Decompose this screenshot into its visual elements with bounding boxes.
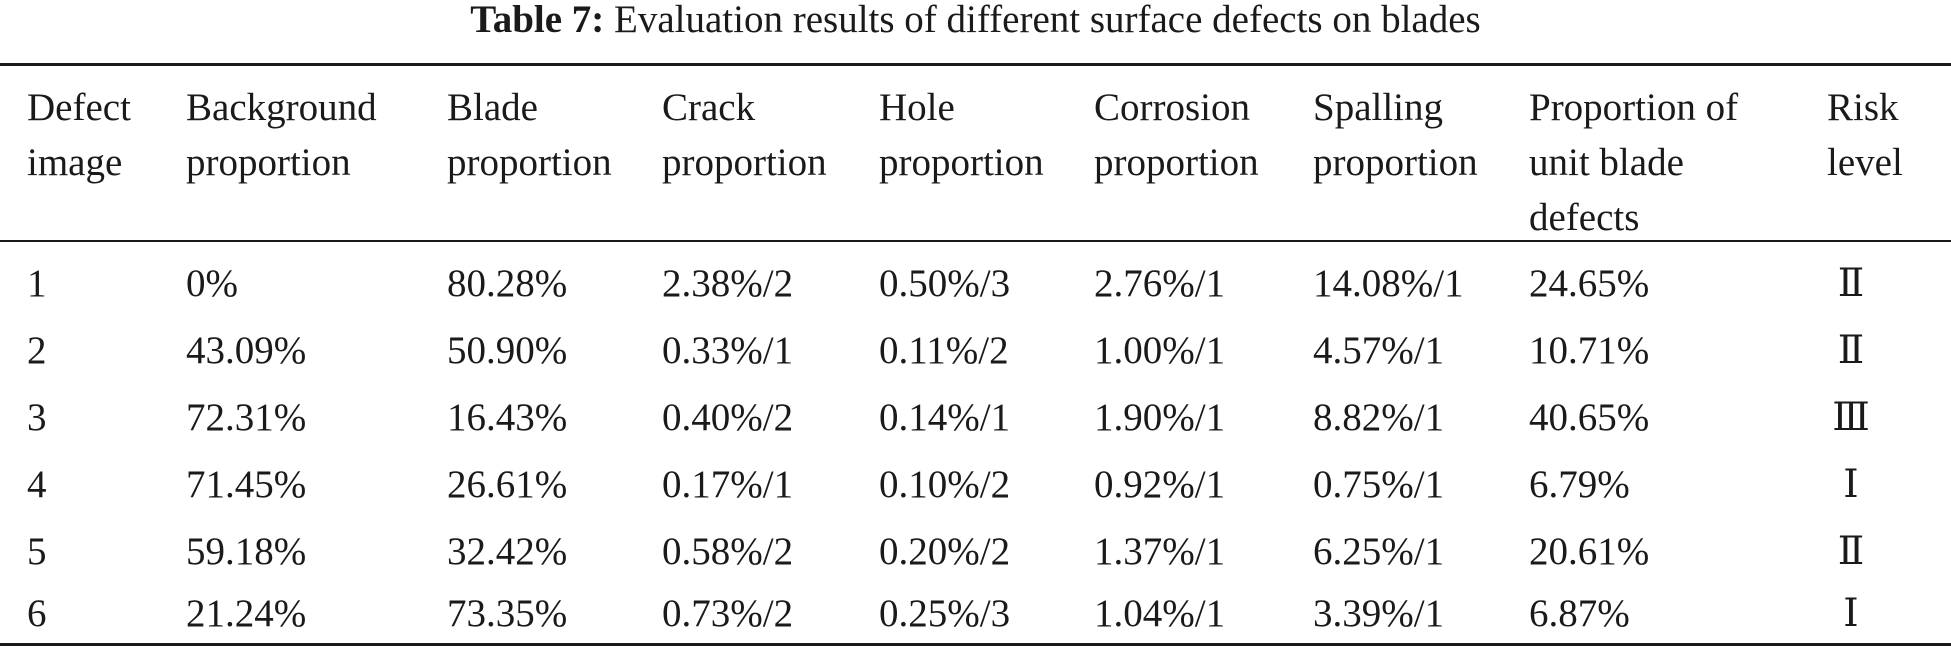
cell-blade-proportion: 73.35% [447,592,568,635]
cell-crack-proportion: 0.33%/1 [662,329,794,372]
table-row: 1 0% 80.28% 2.38%/2 0.50%/3 2.76%/1 14.0… [0,250,1951,317]
cell-corrosion-proportion: 1.04%/1 [1094,592,1226,635]
cell-corrosion-proportion: 1.37%/1 [1094,530,1226,573]
cell-unit-blade-defects: 10.71% [1529,329,1650,372]
cell-background-proportion: 43.09% [186,329,307,372]
header-rule [0,240,1951,242]
cell-risk-level: Ⅰ [1843,462,1859,507]
cell-risk-level: Ⅱ [1837,529,1865,574]
cell-background-proportion: 0% [186,262,238,305]
cell-hole-proportion: 0.14%/1 [879,396,1011,439]
cell-defect-image: 6 [27,592,47,635]
cell-defect-image: 2 [27,329,47,372]
cell-risk-level: Ⅱ [1837,261,1865,306]
column-header-hole-proportion: Hole proportion [879,86,1044,184]
cell-background-proportion: 21.24% [186,592,307,635]
cell-corrosion-proportion: 0.92%/1 [1094,463,1226,506]
cell-hole-proportion: 0.10%/2 [879,463,1011,506]
cell-unit-blade-defects: 24.65% [1529,262,1650,305]
cell-unit-blade-defects: 40.65% [1529,396,1650,439]
column-header-background-proportion: Background proportion [186,86,377,184]
column-header-corrosion-proportion: Corrosion proportion [1094,86,1259,184]
bottom-rule [0,643,1951,646]
table-title: Evaluation results of different surface … [614,0,1481,41]
cell-spalling-proportion: 6.25%/1 [1313,530,1445,573]
column-header-unit-blade-defects: Proportion of unit blade defects [1529,86,1739,239]
cell-hole-proportion: 0.25%/3 [879,592,1011,635]
cell-spalling-proportion: 0.75%/1 [1313,463,1445,506]
cell-background-proportion: 59.18% [186,530,307,573]
cell-blade-proportion: 26.61% [447,463,568,506]
cell-risk-level: Ⅰ [1843,591,1859,636]
cell-spalling-proportion: 8.82%/1 [1313,396,1445,439]
cell-blade-proportion: 50.90% [447,329,568,372]
cell-hole-proportion: 0.50%/3 [879,262,1011,305]
cell-crack-proportion: 2.38%/2 [662,262,794,305]
cell-spalling-proportion: 3.39%/1 [1313,592,1445,635]
table-row: 6 21.24% 73.35% 0.73%/2 0.25%/3 1.04%/1 … [0,580,1951,647]
cell-crack-proportion: 0.58%/2 [662,530,794,573]
cell-corrosion-proportion: 1.90%/1 [1094,396,1226,439]
cell-blade-proportion: 32.42% [447,530,568,573]
cell-risk-level: Ⅲ [1832,395,1870,440]
cell-spalling-proportion: 4.57%/1 [1313,329,1445,372]
cell-corrosion-proportion: 1.00%/1 [1094,329,1226,372]
cell-background-proportion: 71.45% [186,463,307,506]
cell-hole-proportion: 0.20%/2 [879,530,1011,573]
cell-crack-proportion: 0.17%/1 [662,463,794,506]
cell-unit-blade-defects: 6.87% [1529,592,1630,635]
cell-crack-proportion: 0.73%/2 [662,592,794,635]
column-header-spalling-proportion: Spalling proportion [1313,86,1478,184]
column-header-risk-level: Risk level [1827,86,1903,184]
cell-blade-proportion: 80.28% [447,262,568,305]
cell-background-proportion: 72.31% [186,396,307,439]
table-row: 5 59.18% 32.42% 0.58%/2 0.20%/2 1.37%/1 … [0,518,1951,585]
table-row: 4 71.45% 26.61% 0.17%/1 0.10%/2 0.92%/1 … [0,451,1951,518]
column-header-blade-proportion: Blade proportion [447,86,612,184]
top-rule [0,63,1951,66]
column-header-defect-image: Defect image [27,86,131,184]
cell-defect-image: 5 [27,530,47,573]
cell-unit-blade-defects: 6.79% [1529,463,1630,506]
cell-defect-image: 1 [27,262,47,305]
table-row: 3 72.31% 16.43% 0.40%/2 0.14%/1 1.90%/1 … [0,384,1951,451]
table-caption: Table 7: Evaluation results of different… [0,0,1951,40]
cell-corrosion-proportion: 2.76%/1 [1094,262,1226,305]
cell-blade-proportion: 16.43% [447,396,568,439]
table-row: 2 43.09% 50.90% 0.33%/1 0.11%/2 1.00%/1 … [0,317,1951,384]
table-label: Table 7: [470,0,605,41]
cell-hole-proportion: 0.11%/2 [879,329,1009,372]
column-header-crack-proportion: Crack proportion [662,86,827,184]
cell-defect-image: 3 [27,396,47,439]
cell-spalling-proportion: 14.08%/1 [1313,262,1464,305]
cell-risk-level: Ⅱ [1837,328,1865,373]
cell-crack-proportion: 0.40%/2 [662,396,794,439]
cell-unit-blade-defects: 20.61% [1529,530,1650,573]
cell-defect-image: 4 [27,463,47,506]
